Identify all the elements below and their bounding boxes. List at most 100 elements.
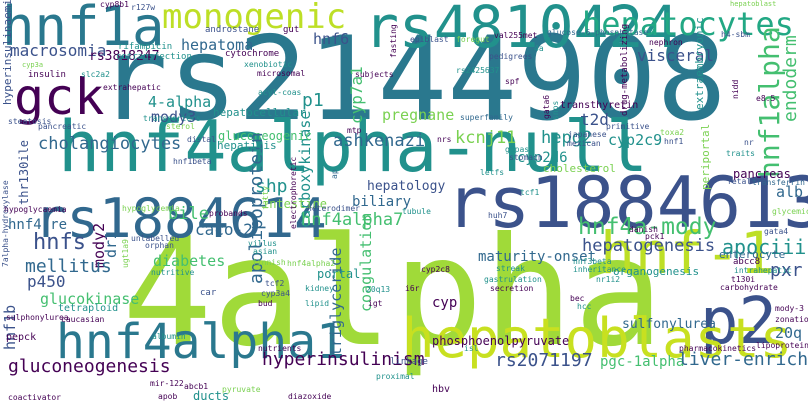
word-abcb1: abcb1	[184, 382, 209, 391]
word-tcf2: tcf2	[265, 279, 285, 288]
word-gluconeogenesis: gluconeogenesis	[8, 356, 171, 377]
word-probands: probands	[209, 209, 248, 218]
word-mody3: mody3	[151, 108, 197, 126]
word-nr1i2: nr1i2	[596, 275, 621, 284]
word-hepatoma: hepatoma	[181, 36, 254, 54]
word-mir-122: mir-122	[150, 379, 184, 388]
word-igt: igt	[368, 299, 383, 308]
word-transporters: transporters	[143, 114, 201, 123]
word-abcc8: abcc8	[733, 257, 761, 267]
word-nrs: nrs	[437, 135, 452, 144]
word-hepatoblast: hepatoblast	[730, 0, 777, 8]
word-mody-3: mody-3	[775, 304, 804, 313]
word-traits: traits	[726, 149, 755, 158]
word-pregnane: pregnane	[382, 106, 455, 124]
word-fatty: fatty	[261, 185, 270, 210]
word-hnf1a: hnf1a	[2, 0, 165, 58]
word-hnf1: hnf1	[664, 137, 684, 146]
word-mexican: mexican	[567, 139, 601, 148]
word-foregut: foregut	[456, 35, 490, 44]
word-20q: 20q	[775, 324, 803, 342]
word-sterol: sterol	[166, 122, 195, 131]
word-gastrulation: gastrulation	[484, 275, 542, 284]
word-phosphoenolpyruvate: phosphoenolpyruvate	[432, 334, 570, 348]
word-hnf4a-mody: hnf4a-mody	[578, 214, 717, 240]
word-hnf4alpha7: hnf4alpha7	[301, 210, 404, 230]
word-maturity-onset: maturity-onset	[478, 249, 597, 265]
word-superfamily: superfamily	[460, 113, 513, 122]
word-cyp2d6: cyp2d6	[517, 150, 568, 166]
word-androstane: androstane	[205, 25, 260, 35]
word-rs1884613: rs1884613	[446, 162, 808, 244]
word-tubule: tubule	[402, 207, 431, 216]
word-cyp3a4: cyp3a4	[261, 289, 290, 298]
word-albumin: albumin	[152, 332, 186, 341]
word-gata6: gata6	[542, 94, 551, 119]
word-snps: snps	[551, 100, 560, 120]
word-acyl-coas: acyl-coas	[258, 88, 302, 97]
word-hbv: hbv	[432, 384, 451, 395]
word-gut: gut	[283, 25, 300, 35]
word-shp: shp	[255, 176, 288, 197]
word-epiblast: epiblast	[410, 35, 449, 44]
word-spf: spf	[505, 77, 520, 86]
word-asian: asian	[253, 247, 278, 256]
word-car: car	[200, 288, 217, 298]
word-lipid: lipid	[305, 299, 330, 308]
word-distal: distal	[187, 135, 216, 144]
word-heterodimer: heterodimer	[307, 204, 360, 213]
word-gata4: gata4	[764, 227, 789, 236]
word-cholangiocytes: cholangiocytes	[38, 134, 182, 154]
word-hepatology: hepatology	[367, 179, 446, 194]
word-orphan: orphan	[145, 241, 174, 250]
word-intrahepatic: intrahepatic	[734, 266, 792, 275]
word-bud: bud	[258, 299, 273, 308]
word-hyperinsulinism: hyperinsulinism	[262, 349, 425, 370]
word-cyp2c8: cyp2c8	[421, 265, 450, 274]
word-toxa2: toxa2	[660, 128, 685, 137]
word-ugt1a9: ugt1a9	[121, 239, 130, 268]
word-20q13: 20q13	[366, 285, 391, 294]
word-macrosomia: macrosomia	[10, 41, 107, 60]
word-mtp: mtp	[347, 126, 362, 135]
word-p450: p450	[27, 272, 66, 291]
word-dr1: dr1	[102, 230, 120, 258]
word-mellitus: mellitus	[25, 256, 112, 277]
word-hnf1beta: hnf1beta	[173, 157, 212, 166]
word-nephron: nephron	[649, 38, 683, 47]
word-pancreatic: pancreatic	[38, 122, 87, 131]
word-ashkenazi: ashkenazi	[333, 131, 426, 151]
word-japanese: japanese	[568, 130, 607, 139]
word-lipoproteins: lipoproteins	[756, 341, 808, 350]
word-visceral: visceral	[637, 46, 715, 65]
word-cotransfection: cotransfection	[116, 52, 192, 62]
word-extrahepatic: extrahepatic	[103, 83, 161, 92]
word-bec: bec	[570, 294, 585, 303]
word-rs2425637: rs2425637	[456, 66, 500, 75]
word-diabetes: diabetes	[153, 252, 226, 270]
word-danish: danish	[629, 225, 658, 234]
word-alb: alb	[776, 183, 804, 201]
word-tcf1: tcf1	[520, 188, 540, 197]
word-4-alpha: 4-alpha	[148, 93, 212, 111]
word-t130i: t130i	[731, 275, 756, 284]
word-xenobiotic: xenobiotic	[244, 60, 293, 69]
word-fetal: fetal	[727, 177, 752, 186]
word-pepck: pepck	[6, 332, 37, 343]
word-liver-enriched: liver-enriched	[678, 349, 808, 370]
word-kidney: kidney	[305, 284, 334, 293]
word-e8.5: e8.5	[756, 94, 776, 103]
word-organogenesis: organogenesis	[613, 265, 700, 278]
word-hnf1b: hnf1b	[1, 304, 19, 350]
word-hypoglycemia: hypoglycemia	[122, 204, 180, 213]
word-cytochrome: cytochrome	[225, 49, 280, 59]
word-cyp3a: cyp3a	[22, 61, 44, 69]
word-isl: isl	[464, 344, 479, 353]
word-villus: villus	[248, 239, 277, 248]
word-intestine: intestine	[262, 197, 328, 211]
word-hepatoblasts: hepatoblasts	[402, 307, 793, 370]
word-sulfonylurea: sulfonylurea	[622, 317, 716, 332]
word-pyruvate: pyruvate	[222, 385, 261, 394]
word-pck1: pck1	[645, 232, 665, 241]
word-electrophoretic: electrophoretic	[289, 156, 298, 229]
